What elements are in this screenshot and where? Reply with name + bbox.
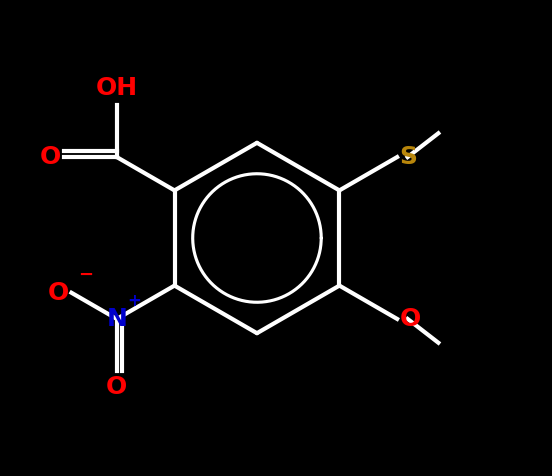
- Text: +: +: [128, 292, 141, 310]
- Text: O: O: [39, 145, 61, 169]
- Text: O: O: [48, 281, 69, 305]
- Text: S: S: [400, 145, 417, 169]
- Text: O: O: [400, 307, 421, 331]
- Text: −: −: [78, 266, 94, 284]
- Text: OH: OH: [95, 76, 138, 100]
- Text: O: O: [106, 375, 128, 399]
- Text: N: N: [107, 307, 128, 331]
